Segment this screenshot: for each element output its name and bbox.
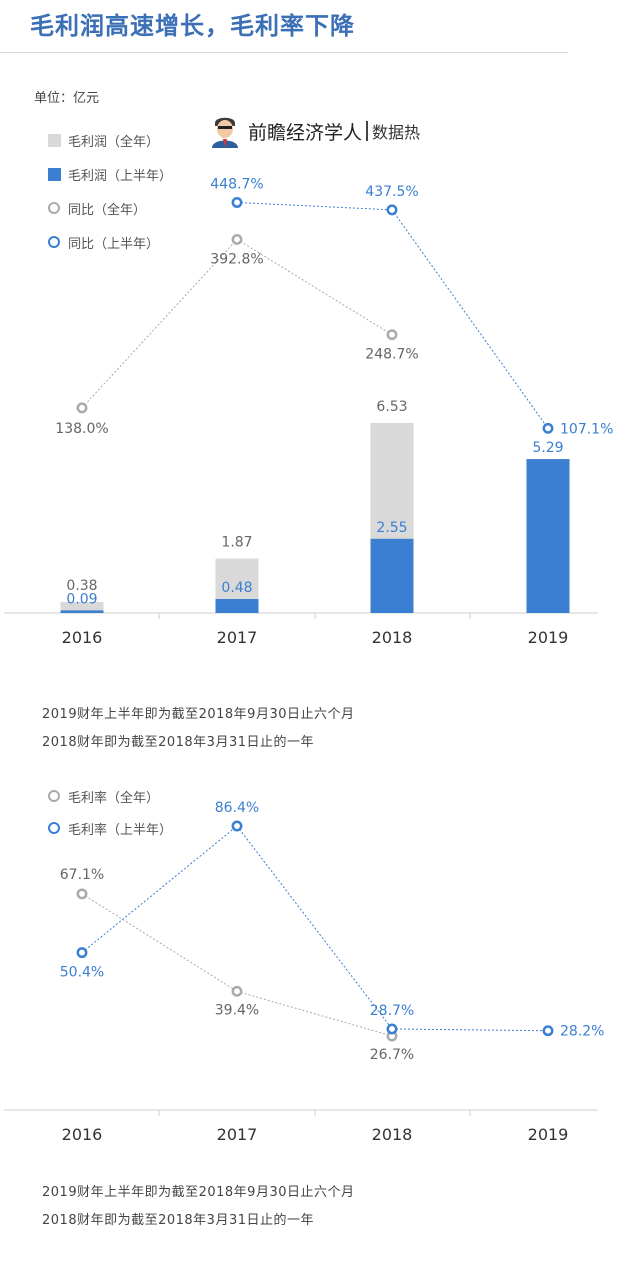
- data-label: 26.7%: [370, 1047, 414, 1063]
- data-label: 67.1%: [60, 867, 104, 883]
- bar-half-year: [526, 459, 570, 613]
- bar-value-label: 0.09: [66, 591, 97, 607]
- margin-half-year-point: [76, 947, 88, 959]
- data-label: 50.4%: [60, 965, 104, 981]
- legend-label: 毛利率（上半年）: [68, 822, 173, 838]
- yoy-half-year-segment: [236, 201, 393, 211]
- x-tick-label: 2019: [528, 1125, 569, 1144]
- legend-item-margin-full: 毛利率（全年）: [48, 786, 159, 806]
- legend-item-margin-half: 毛利率（上半年）: [48, 818, 172, 838]
- legend-label: 毛利率（全年）: [68, 790, 160, 806]
- gray-ring-icon: [48, 790, 60, 802]
- margin-half-year-segment: [391, 1028, 549, 1032]
- yoy-half-year-point: [386, 204, 398, 216]
- data-label: 248.7%: [365, 347, 418, 363]
- data-label: 39.4%: [215, 1002, 259, 1018]
- gray-square-icon: [48, 133, 61, 147]
- footnote: 2019财年上半年即为截至2018年9月30日止六个月: [42, 1185, 355, 1200]
- brand-separator: [366, 121, 369, 141]
- legend-label: 同比（全年）: [68, 202, 147, 218]
- yoy-full-year-point: [386, 329, 398, 341]
- margin-full-year-segment: [236, 990, 393, 1037]
- x-tick-label: 2018: [372, 628, 413, 647]
- x-tick-label: 2019: [528, 628, 569, 647]
- data-label: 28.7%: [370, 1003, 414, 1019]
- data-label: 448.7%: [210, 176, 263, 192]
- x-tick-label: 2016: [62, 1125, 103, 1144]
- yoy-half-year-segment: [391, 209, 549, 429]
- economist-avatar-icon: [212, 117, 238, 148]
- x-tick-label: 2017: [217, 1125, 258, 1144]
- bar-half-year: [215, 599, 259, 613]
- legend-label: 同比（上半年）: [68, 236, 160, 252]
- margin-half-year-segment: [81, 825, 238, 954]
- bar-value-label: 0.48: [221, 580, 252, 596]
- margin-half-year-point: [542, 1025, 554, 1037]
- data-label: 28.2%: [560, 1024, 604, 1040]
- yoy-full-year-point: [76, 402, 88, 414]
- bar-half-year: [370, 538, 414, 613]
- bar-full-year: [60, 601, 104, 613]
- bar-half-year: [60, 610, 104, 613]
- bar-value-label: 2.55: [376, 520, 407, 536]
- legend-item-yoy-half: 同比（上半年）: [48, 232, 159, 252]
- gray-ring-icon: [48, 202, 60, 214]
- margin-half-year-point: [386, 1023, 398, 1035]
- bar-value-label: 6.53: [376, 399, 407, 415]
- yoy-full-year-point: [231, 233, 243, 245]
- blue-ring-icon: [48, 236, 60, 248]
- yoy-half-year-point: [542, 422, 554, 434]
- margin-half-year-point: [231, 820, 243, 832]
- margin-full-year-segment: [81, 893, 238, 992]
- margin-chart: 2016 2017 2018 2019 67.1% 39.4% 26.7% 50.4% 86.4…: [4, 800, 604, 1144]
- x-tick-label: 2016: [62, 628, 103, 647]
- legend-item-yoy-full: 同比（全年）: [48, 198, 146, 218]
- profit-chart: 2016 2017 2018 2019 0.38 1.87 6.53 0.09 0.48 2.55…: [4, 176, 613, 647]
- x-tick-label: 2017: [217, 628, 258, 647]
- blue-ring-icon: [48, 822, 60, 834]
- unit-label: 单位：亿元: [34, 91, 100, 106]
- footnote: 2018财年即为截至2018年3月31日止的一年: [42, 1213, 314, 1228]
- margin-full-year-point: [76, 888, 88, 900]
- data-label: 86.4%: [215, 800, 259, 816]
- page-title: 毛利润高速增长，毛利率下降: [30, 12, 355, 40]
- footnote: 2019财年上半年即为截至2018年9月30日止六个月: [42, 707, 355, 722]
- brand: 前瞻经济学人 数据热: [210, 113, 420, 149]
- brand-name: 前瞻经济学人: [248, 121, 363, 144]
- bar-value-label: 1.87: [221, 535, 252, 551]
- margin-full-year-point: [231, 985, 243, 997]
- data-label: 138.0%: [55, 421, 108, 437]
- data-label: 107.1%: [560, 421, 613, 437]
- x-tick-label: 2018: [372, 1125, 413, 1144]
- data-label: 392.8%: [210, 251, 263, 267]
- yoy-half-year-point: [231, 197, 243, 208]
- brand-tag: 数据热: [372, 123, 421, 142]
- title-divider: [0, 52, 568, 53]
- bar-value-label: 0.38: [66, 578, 97, 594]
- margin-half-year-segment: [236, 825, 393, 1030]
- legend-label: 毛利润（全年）: [68, 134, 160, 150]
- legend-label: 毛利润（上半年）: [68, 168, 173, 184]
- data-label: 437.5%: [365, 184, 418, 200]
- footnote: 2018财年即为截至2018年3月31日止的一年: [42, 735, 314, 750]
- bar-value-label: 5.29: [532, 440, 563, 456]
- blue-square-icon: [48, 167, 61, 181]
- legend-item-profit-full: 毛利润（全年）: [48, 130, 159, 150]
- legend-item-profit-half: 毛利润（上半年）: [48, 164, 172, 184]
